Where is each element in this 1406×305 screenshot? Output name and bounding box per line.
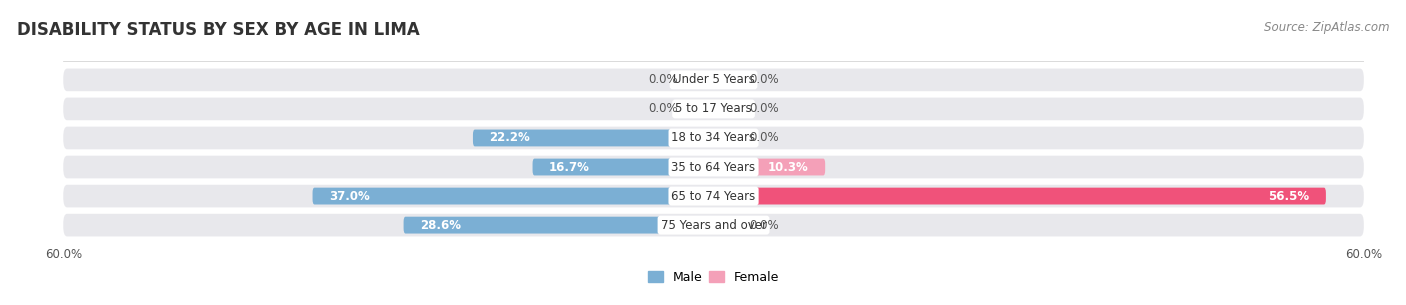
FancyBboxPatch shape (713, 159, 825, 175)
Text: 35 to 64 Years: 35 to 64 Years (672, 160, 755, 174)
FancyBboxPatch shape (63, 156, 1364, 178)
Text: DISABILITY STATUS BY SEX BY AGE IN LIMA: DISABILITY STATUS BY SEX BY AGE IN LIMA (17, 21, 419, 39)
Text: 5 to 17 Years: 5 to 17 Years (675, 102, 752, 115)
Legend: Male, Female: Male, Female (643, 266, 785, 289)
Text: 0.0%: 0.0% (749, 102, 779, 115)
FancyBboxPatch shape (713, 101, 741, 117)
FancyBboxPatch shape (63, 185, 1364, 207)
Text: 16.7%: 16.7% (548, 160, 589, 174)
FancyBboxPatch shape (63, 98, 1364, 120)
FancyBboxPatch shape (686, 71, 713, 88)
FancyBboxPatch shape (686, 101, 713, 117)
Text: 0.0%: 0.0% (749, 74, 779, 86)
FancyBboxPatch shape (713, 71, 741, 88)
Text: 0.0%: 0.0% (749, 219, 779, 231)
FancyBboxPatch shape (63, 214, 1364, 236)
Text: 28.6%: 28.6% (420, 219, 461, 231)
FancyBboxPatch shape (533, 159, 713, 175)
FancyBboxPatch shape (472, 130, 713, 146)
FancyBboxPatch shape (404, 217, 713, 234)
FancyBboxPatch shape (63, 127, 1364, 149)
Text: 56.5%: 56.5% (1268, 190, 1309, 203)
FancyBboxPatch shape (713, 188, 1326, 204)
Text: Source: ZipAtlas.com: Source: ZipAtlas.com (1264, 21, 1389, 34)
FancyBboxPatch shape (713, 130, 741, 146)
FancyBboxPatch shape (713, 217, 741, 234)
FancyBboxPatch shape (63, 69, 1364, 91)
Text: 18 to 34 Years: 18 to 34 Years (672, 131, 755, 145)
Text: 22.2%: 22.2% (489, 131, 530, 145)
Text: Under 5 Years: Under 5 Years (672, 74, 755, 86)
Text: 65 to 74 Years: 65 to 74 Years (672, 190, 755, 203)
Text: 75 Years and over: 75 Years and over (661, 219, 766, 231)
Text: 0.0%: 0.0% (648, 74, 678, 86)
Text: 37.0%: 37.0% (329, 190, 370, 203)
Text: 10.3%: 10.3% (768, 160, 808, 174)
Text: 0.0%: 0.0% (648, 102, 678, 115)
Text: 0.0%: 0.0% (749, 131, 779, 145)
FancyBboxPatch shape (312, 188, 713, 204)
